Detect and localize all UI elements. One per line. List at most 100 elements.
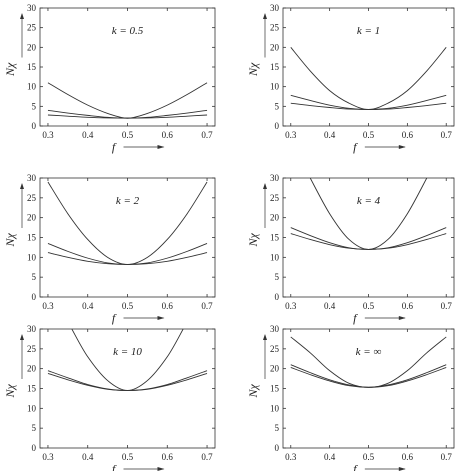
y-tick-label: 30 xyxy=(270,324,280,334)
x-tick-label: 0.3 xyxy=(42,130,54,140)
y-tick-label: 5 xyxy=(275,423,280,433)
k-annotation: k = 0.5 xyxy=(112,25,144,37)
x-axis-arrow-head xyxy=(398,145,406,149)
y-tick-label: 25 xyxy=(27,193,37,203)
y-tick-label: 15 xyxy=(27,62,37,72)
series-line-1 xyxy=(71,329,184,391)
series-line-3 xyxy=(47,114,208,119)
x-axis-label: f xyxy=(353,311,358,325)
x-axis-arrow-head xyxy=(157,316,165,320)
y-axis-label: Nχ xyxy=(3,384,17,399)
chart-panel-4: 0 5 10 15 20 25 30 0.3 0.4 0.5 0.6 0.7 Nχ f k = 4 xyxy=(246,173,455,325)
y-tick-label: 15 xyxy=(270,233,280,243)
x-tick-label: 0.7 xyxy=(201,130,213,140)
x-tick-label: 0.3 xyxy=(285,130,297,140)
x-tick-label: 0.6 xyxy=(402,452,414,462)
x-tick-label: 0.3 xyxy=(42,452,54,462)
x-tick-label: 0.6 xyxy=(162,452,174,462)
x-tick-label: 0.5 xyxy=(363,452,375,462)
chart-panel-2: 0 5 10 15 20 25 30 0.3 0.4 0.5 0.6 0.7 Nχ f k = 1 xyxy=(246,3,455,154)
x-tick-label: 0.4 xyxy=(324,301,336,311)
y-tick-label: 0 xyxy=(275,443,280,453)
x-tick-label: 0.4 xyxy=(82,130,94,140)
k-annotation: k = 4 xyxy=(357,195,381,207)
x-tick-label: 0.7 xyxy=(441,301,453,311)
x-tick-label: 0.7 xyxy=(441,130,453,140)
y-tick-label: 20 xyxy=(27,213,37,223)
series-line-2 xyxy=(290,94,447,110)
y-tick-label: 30 xyxy=(270,173,280,183)
x-tick-label: 0.5 xyxy=(363,130,375,140)
series-line-3 xyxy=(290,233,447,250)
x-axis-arrow-head xyxy=(398,467,406,471)
x-axis-arrow-head xyxy=(157,145,165,149)
y-tick-label: 25 xyxy=(270,23,280,33)
y-tick-label: 10 xyxy=(270,403,280,413)
y-tick-label: 30 xyxy=(27,173,37,183)
y-tick-label: 25 xyxy=(27,344,37,354)
x-tick-label: 0.6 xyxy=(402,301,414,311)
x-tick-label: 0.7 xyxy=(201,301,213,311)
series-line-1 xyxy=(290,336,447,388)
y-tick-label: 15 xyxy=(270,384,280,394)
x-axis-label: f xyxy=(112,462,117,471)
y-tick-label: 25 xyxy=(27,23,37,33)
y-tick-label: 20 xyxy=(270,213,280,223)
y-tick-label: 0 xyxy=(275,292,280,302)
y-axis-label: Nχ xyxy=(246,384,260,399)
y-tick-label: 10 xyxy=(27,252,37,262)
chart-panel-3: 0 5 10 15 20 25 30 0.3 0.4 0.5 0.6 0.7 Nχ f k = 2 xyxy=(3,173,216,325)
y-tick-label: 15 xyxy=(27,233,37,243)
x-tick-label: 0.7 xyxy=(441,452,453,462)
y-axis-arrow-head xyxy=(263,13,267,19)
chart-panel-1: 0 5 10 15 20 25 30 0.3 0.4 0.5 0.6 0.7 Nχ f k = 0.5 xyxy=(3,3,216,154)
y-tick-label: 10 xyxy=(270,252,280,262)
series-line-3 xyxy=(290,102,447,110)
x-tick-label: 0.4 xyxy=(324,130,336,140)
y-tick-label: 0 xyxy=(32,292,37,302)
y-tick-label: 25 xyxy=(270,344,280,354)
series-line-3 xyxy=(290,367,447,388)
x-tick-label: 0.7 xyxy=(201,452,213,462)
y-tick-label: 25 xyxy=(270,193,280,203)
x-tick-label: 0.6 xyxy=(162,301,174,311)
y-axis-arrow-head xyxy=(20,13,24,19)
x-axis-label: f xyxy=(353,140,358,154)
k-annotation: k = 2 xyxy=(116,195,140,207)
y-axis-arrow-head xyxy=(20,183,24,189)
y-tick-label: 10 xyxy=(27,82,37,92)
y-tick-label: 30 xyxy=(270,3,280,13)
y-tick-label: 5 xyxy=(32,423,37,433)
x-tick-label: 0.5 xyxy=(122,130,134,140)
y-tick-label: 20 xyxy=(270,364,280,374)
y-tick-label: 0 xyxy=(275,121,280,131)
x-tick-label: 0.3 xyxy=(285,452,297,462)
series-line-1 xyxy=(290,47,447,110)
y-axis-label: Nχ xyxy=(3,233,17,248)
k-annotation: k = 1 xyxy=(357,25,380,37)
y-tick-label: 15 xyxy=(27,384,37,394)
x-tick-label: 0.3 xyxy=(285,301,297,311)
y-tick-label: 30 xyxy=(27,324,37,334)
y-tick-label: 5 xyxy=(32,272,37,282)
x-axis-arrow-head xyxy=(157,467,165,471)
y-tick-label: 10 xyxy=(27,403,37,413)
x-tick-label: 0.6 xyxy=(402,130,414,140)
y-tick-label: 30 xyxy=(27,3,37,13)
chart-panel-6: 0 5 10 15 20 25 30 0.3 0.4 0.5 0.6 0.7 Nχ f k = ∞ xyxy=(246,324,455,471)
chart-panel-5: 0 5 10 15 20 25 30 0.3 0.4 0.5 0.6 0.7 Nχ f k = 10 xyxy=(3,324,216,471)
x-axis-label: f xyxy=(353,462,358,471)
k-annotation: k = ∞ xyxy=(356,346,382,358)
x-tick-label: 0.3 xyxy=(42,301,54,311)
x-axis-arrow-head xyxy=(398,316,406,320)
x-tick-label: 0.5 xyxy=(122,301,134,311)
y-tick-label: 20 xyxy=(270,42,280,52)
x-tick-label: 0.5 xyxy=(363,301,375,311)
k-annotation: k = 10 xyxy=(113,346,142,358)
y-tick-label: 5 xyxy=(275,101,280,111)
y-tick-label: 0 xyxy=(32,121,37,131)
x-tick-label: 0.4 xyxy=(82,452,94,462)
series-line-1 xyxy=(309,178,428,250)
x-tick-label: 0.4 xyxy=(324,452,336,462)
